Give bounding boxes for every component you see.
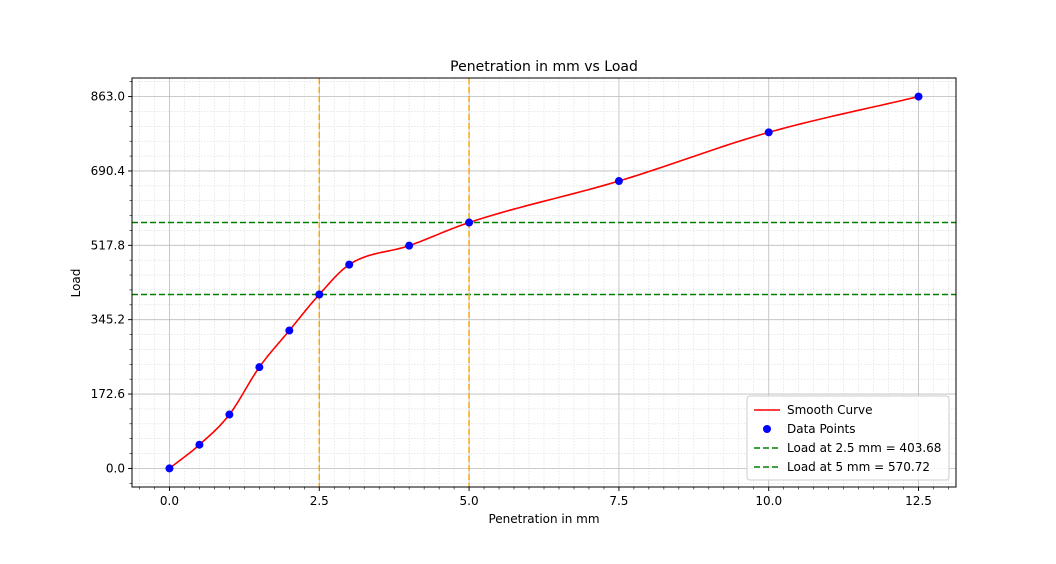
x-tick-label: 0.0 — [160, 494, 179, 508]
y-axis-label: Load — [69, 269, 83, 298]
data-point — [315, 290, 324, 299]
data-point — [405, 241, 414, 250]
y-tick-label: 690.4 — [91, 164, 125, 178]
legend-label: Smooth Curve — [787, 403, 873, 417]
data-point — [345, 260, 354, 269]
data-point — [225, 410, 234, 419]
legend: Smooth Curve Data Points Load at 2.5 mm = … — [746, 395, 950, 481]
x-axis-label: Penetration in mm — [488, 512, 599, 526]
data-point — [165, 464, 174, 473]
grid — [132, 78, 956, 487]
x-tick-label: 2.5 — [310, 494, 329, 508]
legend-label: Load at 5 mm = 570.72 — [787, 460, 930, 474]
data-point — [764, 128, 773, 137]
legend-box — [746, 395, 950, 481]
x-tick-label: 7.5 — [609, 494, 628, 508]
data-point — [914, 92, 923, 101]
plot-area: 0.0 2.5 5.0 7.5 10.0 12.5 0.0 172.6 345.2 517.8 69… — [91, 77, 957, 508]
y-tick-label: 0.0 — [106, 461, 125, 475]
y-tick-label: 172.6 — [91, 387, 125, 401]
smooth-curve-line — [168, 95, 919, 470]
y-tick-label: 517.8 — [91, 238, 125, 252]
data-point — [195, 440, 204, 449]
y-tick-label: 345.2 — [91, 313, 125, 327]
legend-label: Data Points — [787, 422, 856, 436]
x-tick-label: 5.0 — [460, 494, 479, 508]
data-point — [255, 363, 264, 372]
x-tick-label: 12.5 — [905, 494, 932, 508]
data-point — [465, 218, 474, 227]
data-point — [285, 326, 294, 335]
y-tick-label: 863.0 — [91, 90, 125, 104]
chart-title: Penetration in mm vs Load — [450, 59, 638, 75]
legend-swatch-marker — [763, 425, 771, 433]
data-point — [614, 177, 623, 186]
x-tick-label: 10.0 — [755, 494, 782, 508]
legend-label: Load at 2.5 mm = 403.68 — [787, 441, 941, 455]
